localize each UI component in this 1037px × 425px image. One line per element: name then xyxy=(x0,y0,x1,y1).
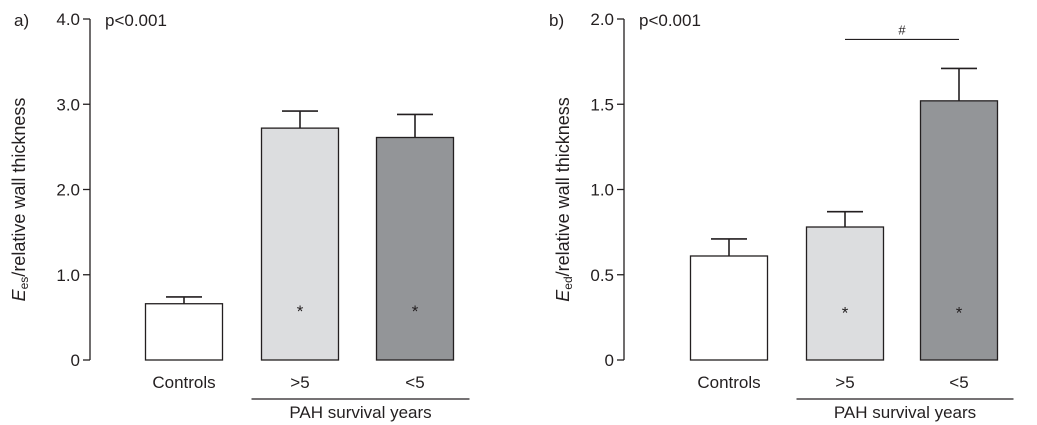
x-category-label: <5 xyxy=(949,373,968,392)
significance-bracket-label: # xyxy=(898,22,906,37)
significance-marker: * xyxy=(412,302,419,321)
y-axis-label-rest: /relative wall thickness xyxy=(553,97,573,276)
y-tick-label: 1.5 xyxy=(590,95,614,114)
chart-panel-b: b) p<0.001 0 0.5 1.0 1.5 2.0 Eed/relative wall … xyxy=(549,10,1014,422)
bar xyxy=(919,100,999,361)
y-axis-label-italic: E xyxy=(553,289,573,302)
y-tick-label: 0 xyxy=(71,351,80,370)
bar xyxy=(375,136,455,361)
p-value-annotation: p<0.001 xyxy=(105,11,167,30)
x-category-label: >5 xyxy=(835,373,854,392)
panel-label: b) xyxy=(549,11,564,30)
y-axis-label-subscript: es xyxy=(17,277,31,290)
bar xyxy=(260,127,340,361)
significance-marker: * xyxy=(297,302,304,321)
y-axis-label-italic: E xyxy=(9,288,29,301)
y-tick-label: 1.0 xyxy=(56,266,80,285)
y-tick-label: 0 xyxy=(605,351,614,370)
x-category-label: Controls xyxy=(697,373,760,392)
y-tick-label: 2.0 xyxy=(56,181,80,200)
bar xyxy=(805,226,885,361)
y-tick-label: 3.0 xyxy=(56,95,80,114)
bar xyxy=(144,303,224,361)
significance-marker: * xyxy=(956,304,963,323)
y-tick-label: 2.0 xyxy=(590,10,614,29)
chart-panel-a: a) p<0.001 0 1.0 2.0 3.0 4.0 Ees/relative wall … xyxy=(9,10,470,422)
panel-label: a) xyxy=(14,11,29,30)
significance-marker: * xyxy=(842,304,849,323)
x-group-label: PAH survival years xyxy=(834,403,976,422)
x-category-label: Controls xyxy=(152,373,215,392)
p-value-annotation: p<0.001 xyxy=(639,11,701,30)
y-axis-label: Ees/relative wall thickness xyxy=(9,98,31,302)
y-axis-label: Eed/relative wall thickness xyxy=(553,97,575,301)
x-category-label: >5 xyxy=(290,373,309,392)
y-tick-label: 4.0 xyxy=(56,10,80,29)
y-tick-label: 1.0 xyxy=(590,181,614,200)
x-category-label: <5 xyxy=(405,373,424,392)
y-tick-label: 0.5 xyxy=(590,266,614,285)
y-axis-label-rest: /relative wall thickness xyxy=(9,98,29,277)
bar xyxy=(689,255,769,361)
y-axis-label-subscript: ed xyxy=(561,276,575,289)
x-group-label: PAH survival years xyxy=(289,403,431,422)
